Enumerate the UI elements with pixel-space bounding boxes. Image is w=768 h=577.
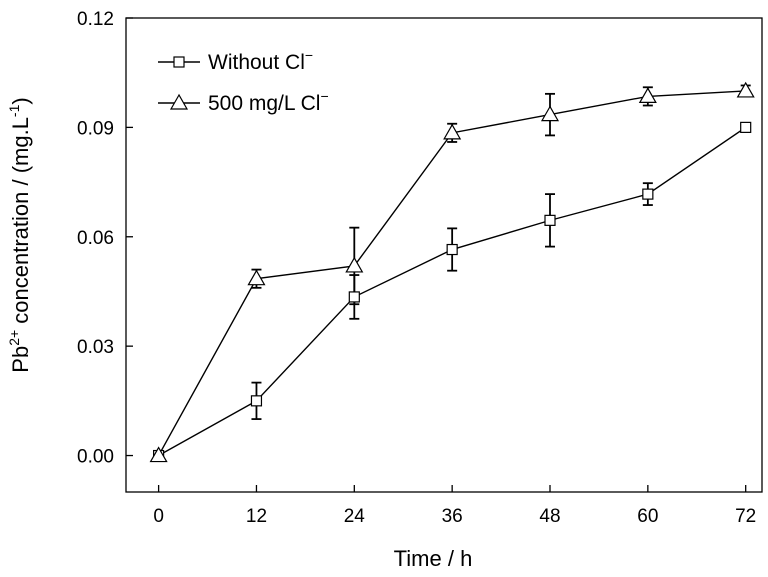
- legend-marker-square: [173, 56, 185, 68]
- legend-label-text: Without Cl: [208, 51, 305, 74]
- plot-area: [125, 17, 763, 493]
- x-tick-label: 24: [344, 506, 366, 527]
- legend-label-text: 500 mg/L Cl: [208, 92, 320, 115]
- data-point-triangle: [736, 81, 755, 98]
- x-tick-label: 48: [539, 506, 560, 527]
- y-tick-label: 0.03: [77, 337, 114, 358]
- x-tick-label: 60: [637, 506, 658, 527]
- series-line-triangle: [158, 90, 746, 456]
- data-point-triangle: [149, 446, 168, 463]
- series-lines: [158, 90, 747, 457]
- error-bars: [251, 84, 751, 420]
- x-tick-label: 36: [442, 506, 463, 527]
- y-axis-title-superscript: 2+: [6, 330, 22, 346]
- legend: Without Cl−500 mg/L Cl−: [158, 47, 329, 115]
- y-axis-title-suffix: ): [8, 97, 33, 104]
- legend-label-superscript: −: [305, 47, 313, 63]
- data-point-triangle: [443, 123, 462, 140]
- y-tick-label: 0.06: [77, 228, 114, 249]
- y-axis-title-middle: concentration / (mg.L: [8, 117, 33, 330]
- series-line-square: [158, 126, 747, 457]
- legend-label-superscript: −: [320, 88, 328, 104]
- x-axis: 0 12 24 36 48 60 72: [153, 485, 756, 527]
- y-tick-label: 0.12: [77, 9, 114, 30]
- data-point-square: [348, 291, 360, 303]
- legend-marker-triangle: [169, 93, 189, 110]
- data-point-triangle: [247, 269, 266, 286]
- legend-label-triangle: 500 mg/L Cl−: [208, 88, 329, 115]
- data-point-square: [740, 121, 752, 133]
- data-point-triangle: [345, 256, 364, 273]
- data-point-square: [250, 395, 263, 407]
- data-point-triangle: [638, 87, 657, 103]
- x-tick-label: 0: [153, 506, 164, 527]
- data-point-square: [544, 214, 556, 226]
- data-point-square: [446, 243, 458, 256]
- x-axis-title: Time / h: [394, 546, 473, 571]
- y-axis-title-superscript2: -1: [6, 104, 22, 117]
- series-markers: [149, 81, 755, 463]
- x-tick-label: 12: [246, 506, 267, 527]
- x-tick-label: 72: [735, 506, 756, 527]
- y-axis-title-prefix: Pb: [8, 346, 33, 373]
- data-point-triangle: [540, 105, 560, 122]
- y-axis-title: Pb2+ concentration / (mg.L-1): [6, 97, 33, 372]
- y-tick-label: 0.00: [77, 447, 114, 468]
- plot-frame: [125, 17, 763, 493]
- y-axis: 0.00 0.03 0.06 0.09 0.12: [77, 9, 133, 468]
- y-tick-label: 0.09: [77, 118, 114, 139]
- legend-label-square: Without Cl−: [208, 47, 313, 74]
- data-point-square: [642, 188, 654, 200]
